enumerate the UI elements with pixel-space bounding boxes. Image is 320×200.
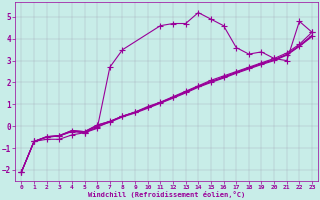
X-axis label: Windchill (Refroidissement éolien,°C): Windchill (Refroidissement éolien,°C) <box>88 191 245 198</box>
